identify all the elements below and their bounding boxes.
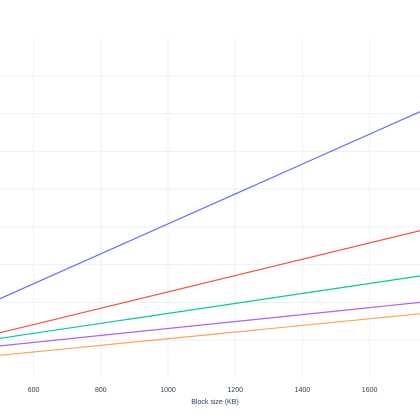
x-tick-label: 1600 — [362, 387, 378, 394]
x-tick-label: 1400 — [295, 387, 311, 394]
series-line-3 — [0, 275, 420, 339]
series-line-1 — [0, 111, 420, 300]
x-tick-label: 600 — [28, 387, 40, 394]
x-tick-labels: 600 800 1000 1200 1400 1600 — [28, 387, 378, 394]
series-line-4 — [0, 301, 420, 347]
series-line-2 — [0, 230, 420, 334]
x-tick-label: 800 — [95, 387, 107, 394]
series-line-5 — [0, 313, 420, 356]
grid-lines — [0, 38, 420, 378]
series-lines — [0, 111, 420, 356]
x-tick-label: 1000 — [160, 387, 176, 394]
x-tick-label: 1200 — [227, 387, 243, 394]
x-axis-title: Block size (KB) — [191, 399, 238, 406]
